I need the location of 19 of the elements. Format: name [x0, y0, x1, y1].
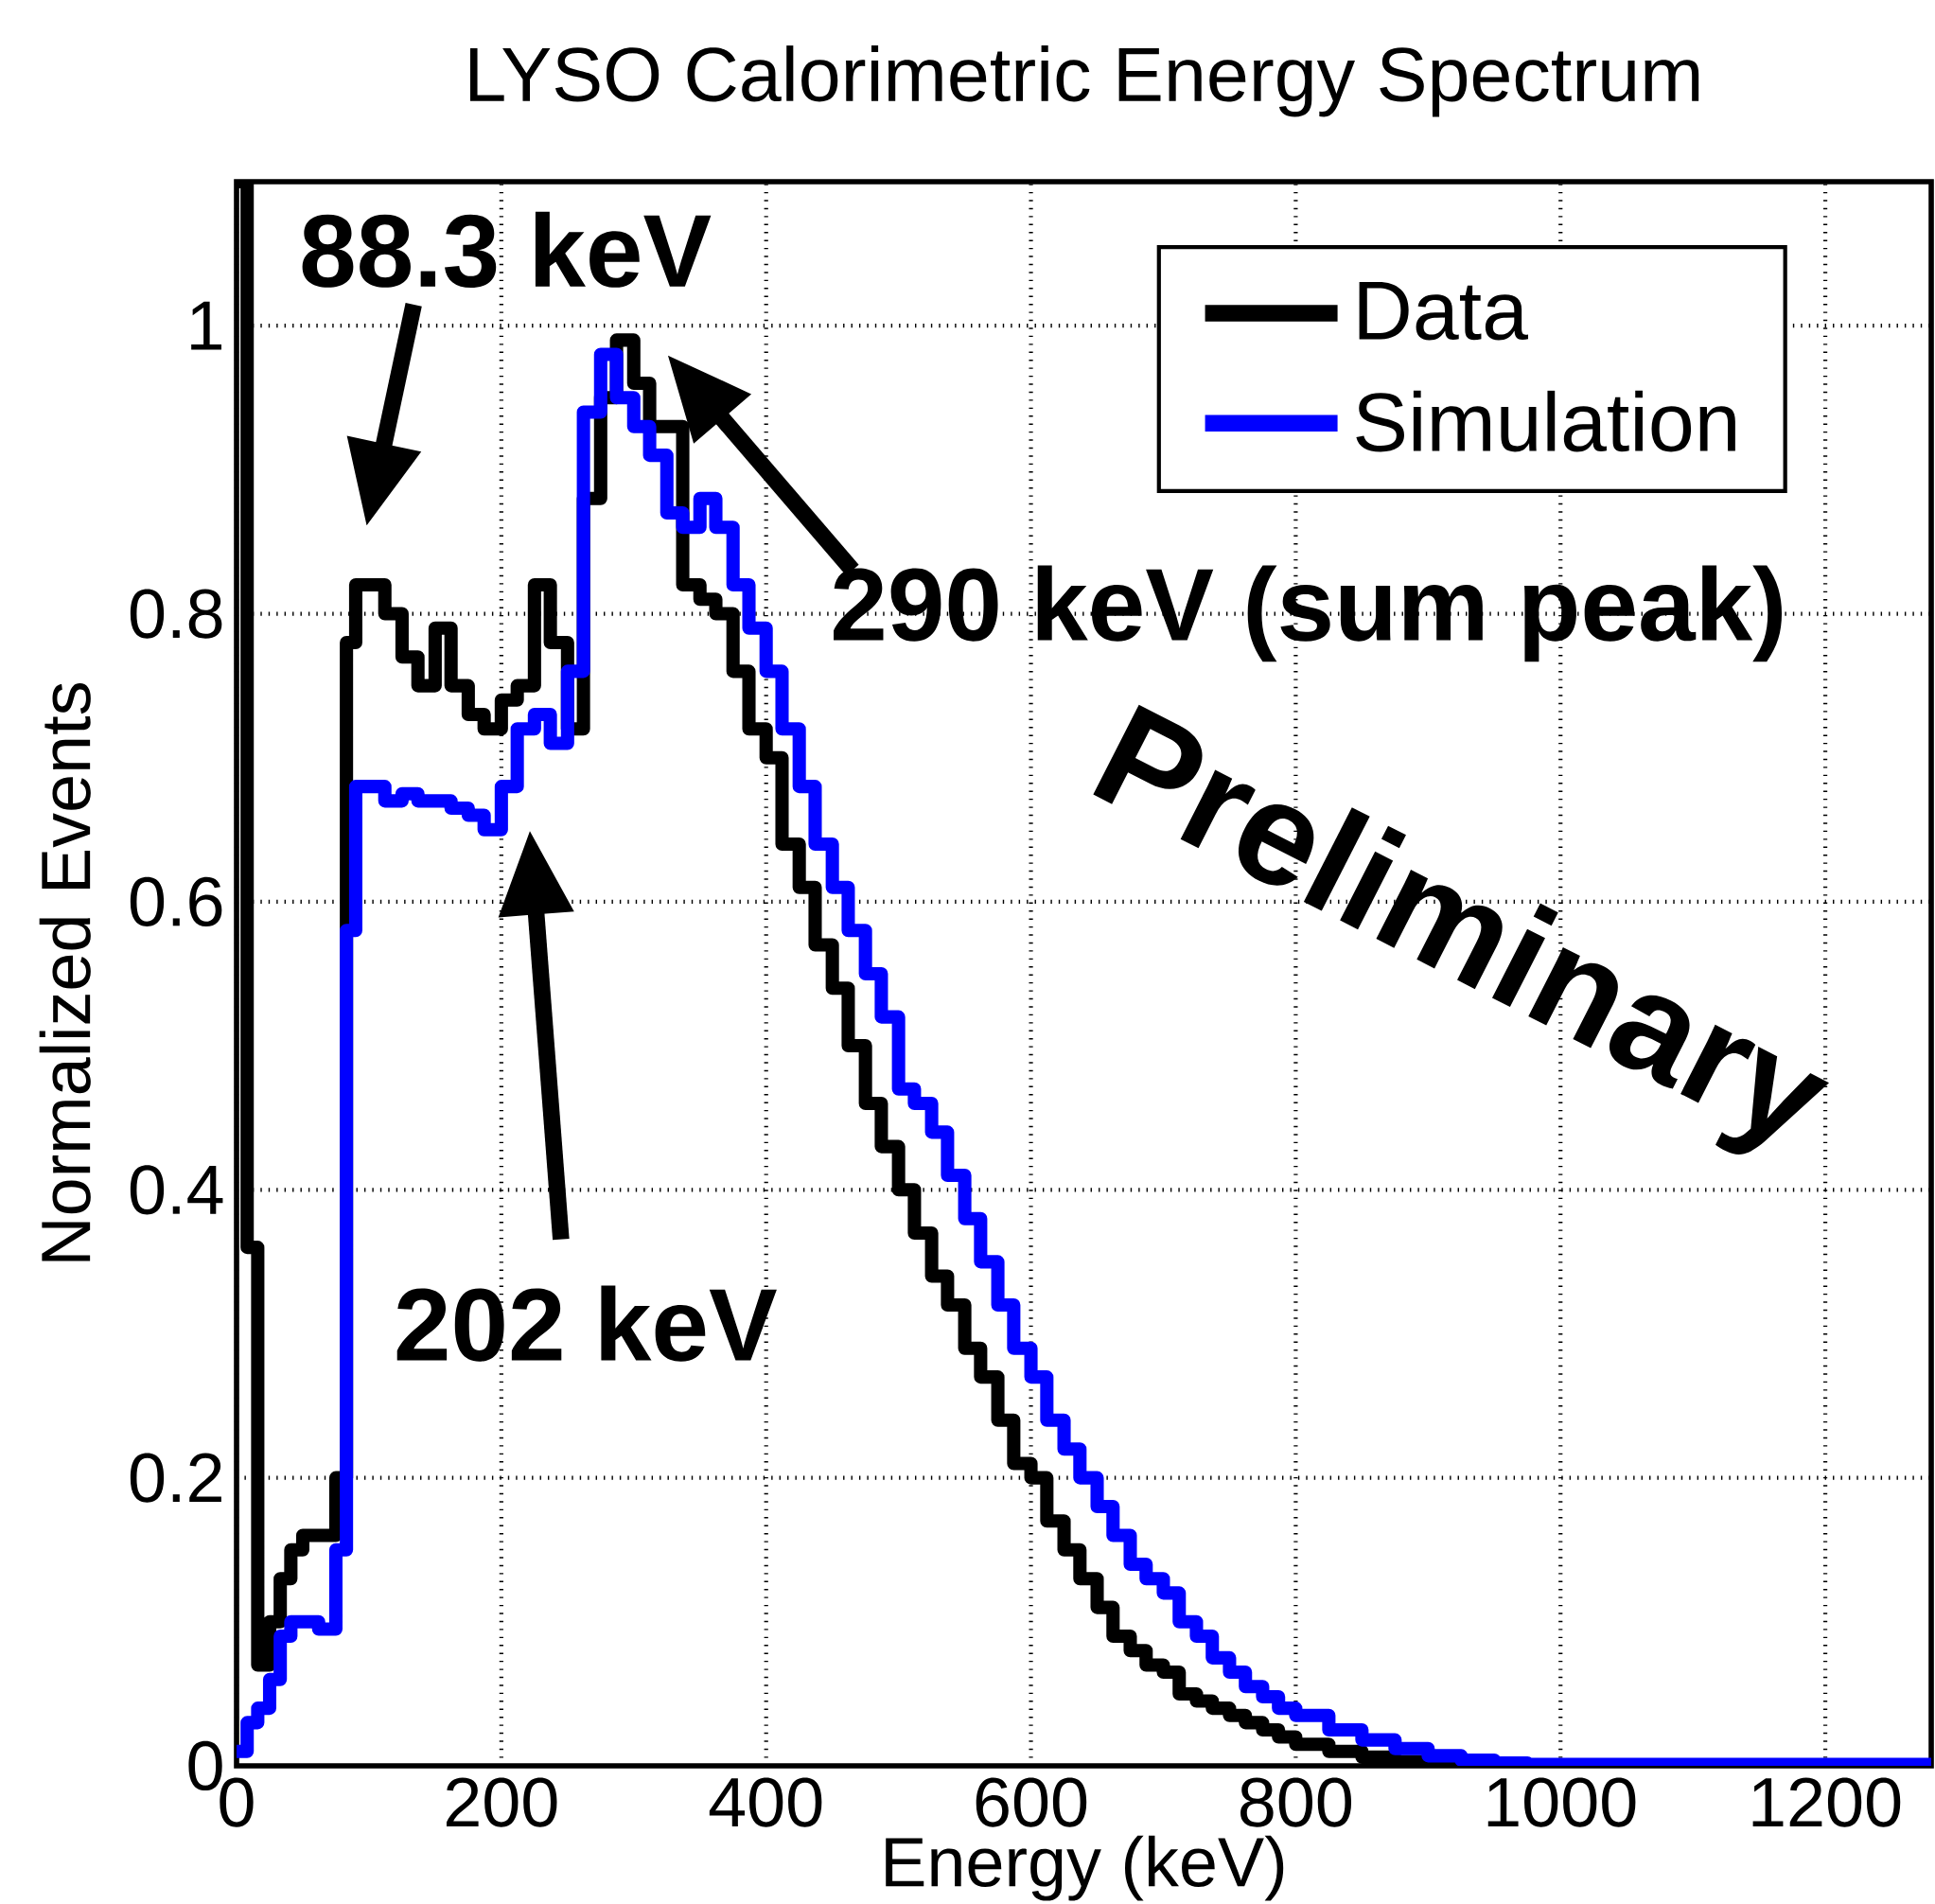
annotation: 88.3 keV — [302, 211, 712, 288]
y-tick-label: 0.6 — [130, 876, 222, 927]
x-tick-label: 800 — [1240, 1777, 1352, 1827]
x-tick-label: 400 — [709, 1777, 822, 1827]
x-axis-title: Energy (keV) — [886, 1835, 1284, 1901]
y-tick-label: 1 — [191, 301, 221, 350]
x-tick-label: 200 — [446, 1777, 557, 1827]
x-tick-label: 1000 — [1487, 1777, 1636, 1827]
y-tick-label: 0.4 — [130, 1165, 223, 1215]
y-tick-label: 0.2 — [130, 1453, 221, 1503]
annotation: 290 keV (sum peak) — [834, 565, 1783, 662]
chart-title: LYSO Calorimetric Energy Spectrum — [469, 45, 1699, 117]
legend-label: Simulation — [1356, 390, 1735, 452]
x-tick-label: 600 — [976, 1777, 1087, 1827]
x-tick-label: 1200 — [1752, 1777, 1901, 1827]
legend-label: Data — [1359, 282, 1529, 341]
y-axis-title: Normalized Events — [39, 683, 91, 1261]
annotation: 202 keV — [396, 1285, 777, 1362]
y-tick-label: 0.8 — [130, 589, 222, 639]
